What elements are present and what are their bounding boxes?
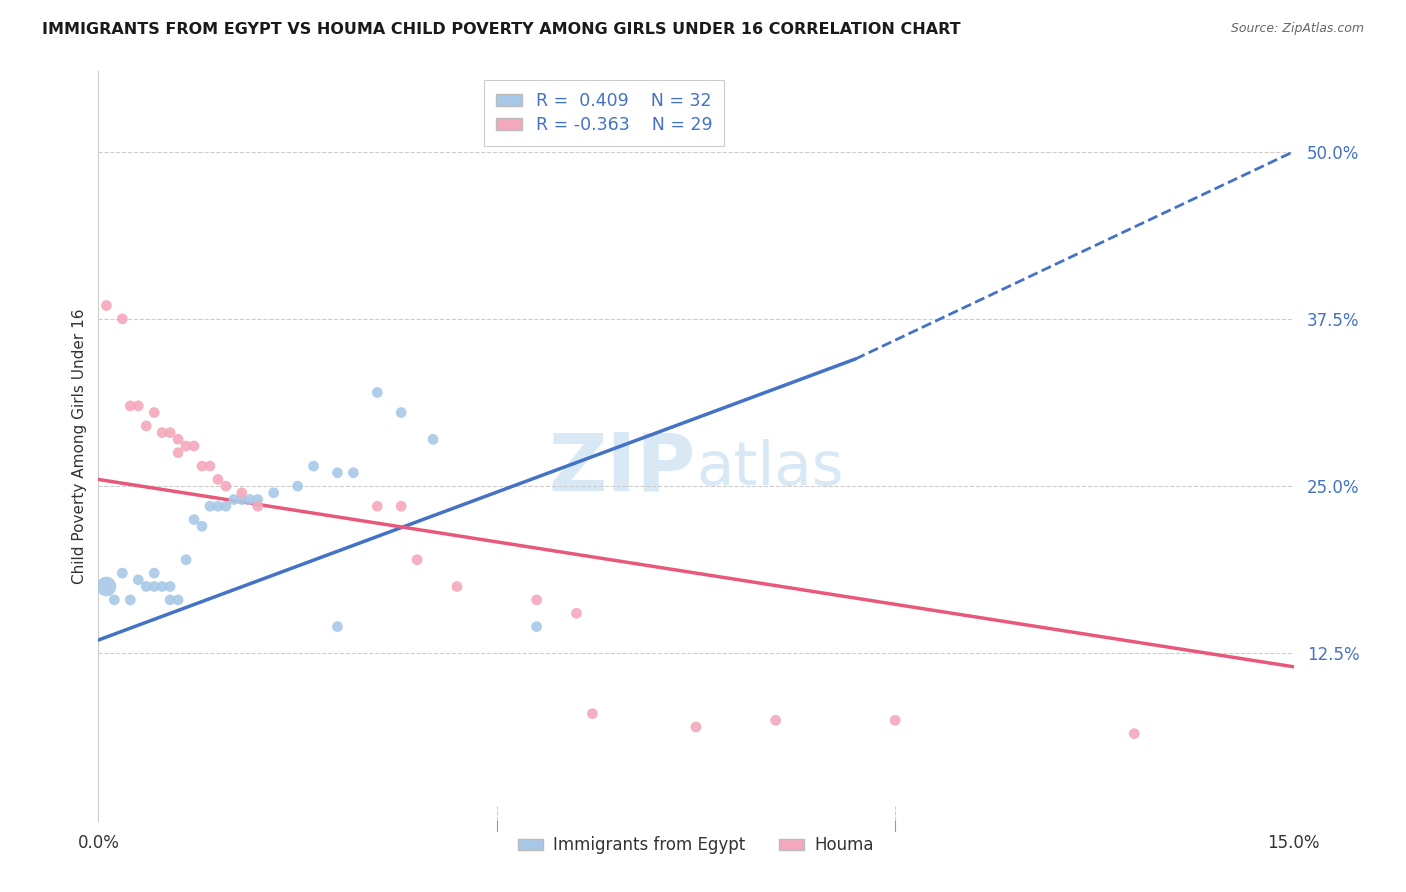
Point xyxy=(159,425,181,440)
Point xyxy=(150,425,173,440)
Point xyxy=(143,566,166,581)
Point xyxy=(174,439,197,453)
Point xyxy=(135,419,157,434)
Point xyxy=(366,385,388,400)
Point xyxy=(183,513,205,527)
Point xyxy=(120,399,142,413)
Point xyxy=(103,593,125,607)
Point xyxy=(191,459,214,474)
Text: IMMIGRANTS FROM EGYPT VS HOUMA CHILD POVERTY AMONG GIRLS UNDER 16 CORRELATION CH: IMMIGRANTS FROM EGYPT VS HOUMA CHILD POV… xyxy=(42,22,960,37)
Point xyxy=(159,593,181,607)
Point xyxy=(174,553,197,567)
Point xyxy=(581,706,603,721)
Point xyxy=(120,593,142,607)
Y-axis label: Child Poverty Among Girls Under 16: Child Poverty Among Girls Under 16 xyxy=(72,309,87,583)
Point xyxy=(302,459,325,474)
Text: Source: ZipAtlas.com: Source: ZipAtlas.com xyxy=(1230,22,1364,36)
Point xyxy=(127,573,149,587)
Point xyxy=(446,580,468,594)
Point xyxy=(159,580,181,594)
Point xyxy=(135,580,157,594)
Text: atlas: atlas xyxy=(696,439,844,498)
Point xyxy=(96,299,118,313)
Point xyxy=(127,399,149,413)
Legend: Immigrants from Egypt, Houma: Immigrants from Egypt, Houma xyxy=(512,830,880,861)
Point xyxy=(526,593,548,607)
Point xyxy=(389,500,412,514)
Point xyxy=(422,433,444,447)
Point xyxy=(326,466,349,480)
Point xyxy=(143,406,166,420)
Point xyxy=(207,473,229,487)
Point xyxy=(389,406,412,420)
Point xyxy=(366,500,388,514)
Point xyxy=(143,580,166,594)
Point xyxy=(765,714,787,728)
Point xyxy=(198,500,221,514)
Point xyxy=(287,479,309,493)
Point xyxy=(183,439,205,453)
Point xyxy=(167,433,190,447)
Point xyxy=(96,580,118,594)
Point xyxy=(111,312,134,326)
Point xyxy=(565,607,588,621)
Point xyxy=(167,446,190,460)
Point xyxy=(342,466,364,480)
Point xyxy=(167,593,190,607)
Point xyxy=(215,500,238,514)
Point xyxy=(1123,726,1146,740)
Point xyxy=(246,492,269,507)
Point xyxy=(526,620,548,634)
Point xyxy=(246,500,269,514)
Point xyxy=(406,553,429,567)
Point xyxy=(239,492,262,507)
Point xyxy=(231,486,253,500)
Point xyxy=(884,714,907,728)
Point xyxy=(231,492,253,507)
Point xyxy=(222,492,245,507)
Point xyxy=(191,519,214,533)
Point xyxy=(207,500,229,514)
Point xyxy=(198,459,221,474)
Point xyxy=(111,566,134,581)
Point xyxy=(215,479,238,493)
Text: ZIP: ZIP xyxy=(548,429,696,508)
Point xyxy=(150,580,173,594)
Point xyxy=(326,620,349,634)
Point xyxy=(685,720,707,734)
Point xyxy=(263,486,285,500)
